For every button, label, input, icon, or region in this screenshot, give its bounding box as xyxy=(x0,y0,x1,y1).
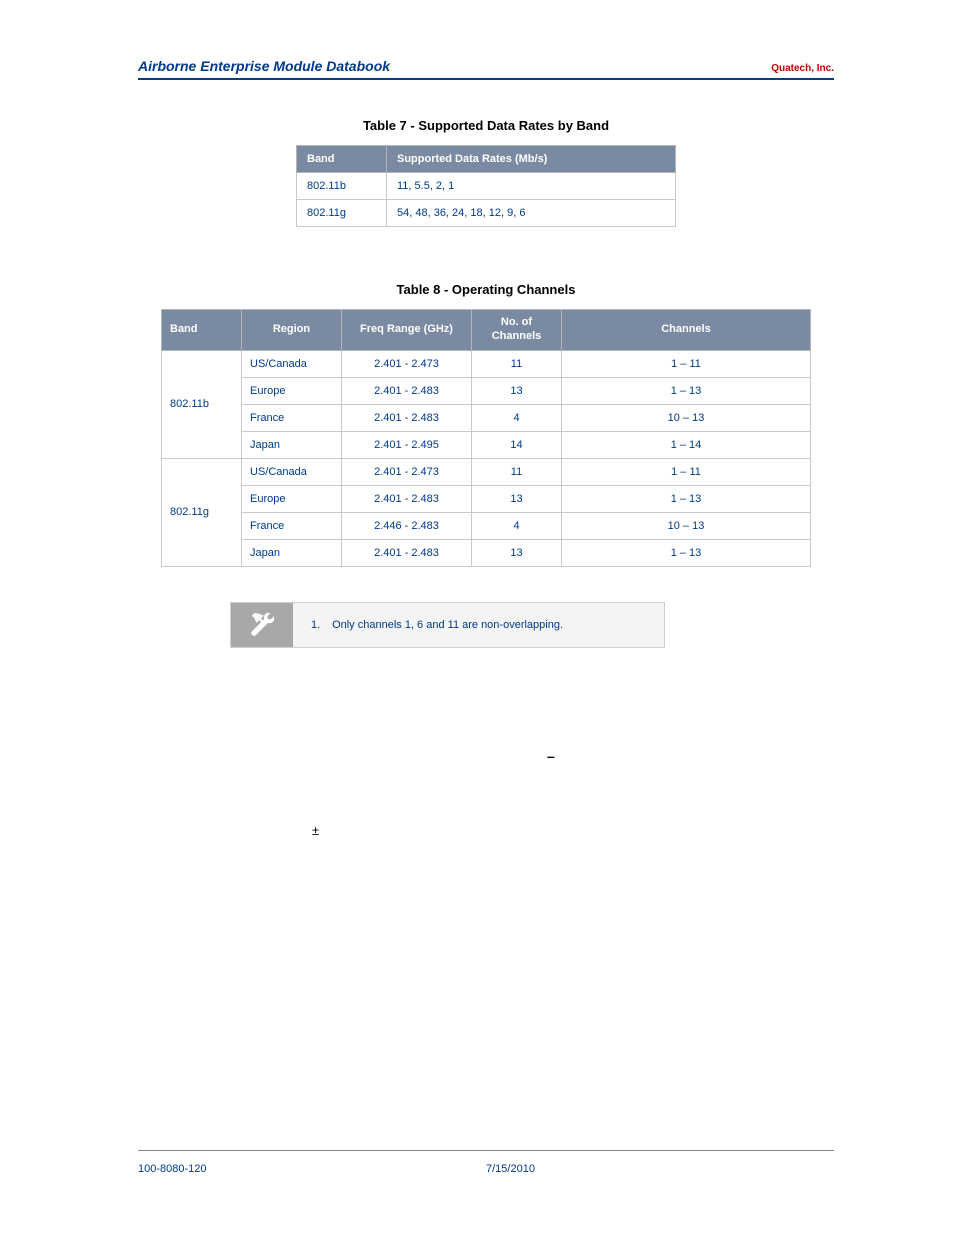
cell-freq: 2.401 - 2.473 xyxy=(342,350,472,377)
table7-col-band: Band xyxy=(297,146,387,173)
table-row: 802.11g 54, 48, 36, 24, 18, 12, 9, 6 xyxy=(297,200,676,227)
cell-numch: 13 xyxy=(472,485,562,512)
cell-numch: 14 xyxy=(472,431,562,458)
cell-band: 802.11g xyxy=(162,458,242,566)
cell-numch: 11 xyxy=(472,350,562,377)
table7-caption: Table 7 - Supported Data Rates by Band xyxy=(138,118,834,133)
cell-rates: 11, 5.5, 2, 1 xyxy=(387,173,676,200)
table-row: Japan 2.401 - 2.483 13 1 – 13 xyxy=(162,539,811,566)
table8-col-region: Region xyxy=(242,310,342,351)
table8-col-freq: Freq Range (GHz) xyxy=(342,310,472,351)
cell-freq: 2.401 - 2.483 xyxy=(342,404,472,431)
table-row: Europe 2.401 - 2.483 13 1 – 13 xyxy=(162,377,811,404)
cell-freq: 2.401 - 2.473 xyxy=(342,458,472,485)
table7-grid: Band Supported Data Rates (Mb/s) 802.11b… xyxy=(296,145,676,227)
table-row: Japan 2.401 - 2.495 14 1 – 14 xyxy=(162,431,811,458)
table-row: 802.11b 11, 5.5, 2, 1 xyxy=(297,173,676,200)
table8: Band Region Freq Range (GHz) No. of Chan… xyxy=(161,309,811,567)
page-footer: 100-8080-120 7/15/2010 xyxy=(138,1150,834,1175)
cell-band: 802.11b xyxy=(297,173,387,200)
cell-freq: 2.401 - 2.483 xyxy=(342,485,472,512)
cell-freq: 2.446 - 2.483 xyxy=(342,512,472,539)
note-number: 1. xyxy=(311,619,329,631)
cell-channels: 1 – 13 xyxy=(562,377,811,404)
cell-region: Europe xyxy=(242,485,342,512)
cell-numch: 13 xyxy=(472,539,562,566)
cell-channels: 1 – 11 xyxy=(562,458,811,485)
cell-numch: 4 xyxy=(472,404,562,431)
cell-region: Europe xyxy=(242,377,342,404)
cell-band: 802.11b xyxy=(162,350,242,458)
table-row: France 2.446 - 2.483 4 10 – 13 xyxy=(162,512,811,539)
stray-dash: – xyxy=(547,748,555,764)
table8-col-nch: No. of Channels xyxy=(472,310,562,351)
cell-channels: 10 – 13 xyxy=(562,512,811,539)
note-box: 1. Only channels 1, 6 and 11 are non-ove… xyxy=(230,602,665,648)
stray-plusminus: ± xyxy=(312,823,319,838)
cell-freq: 2.401 - 2.483 xyxy=(342,539,472,566)
note-body: 1. Only channels 1, 6 and 11 are non-ove… xyxy=(293,603,664,647)
table-row: 802.11b US/Canada 2.401 - 2.473 11 1 – 1… xyxy=(162,350,811,377)
header-company: Quatech, Inc. xyxy=(771,63,834,74)
note-text: Only channels 1, 6 and 11 are non-overla… xyxy=(332,619,563,631)
table8-caption: Table 8 - Operating Channels xyxy=(138,282,834,297)
cell-region: US/Canada xyxy=(242,458,342,485)
page: Airborne Enterprise Module Databook Quat… xyxy=(0,0,954,1235)
cell-channels: 1 – 13 xyxy=(562,485,811,512)
header-title: Airborne Enterprise Module Databook xyxy=(138,58,390,74)
table8-col-band: Band xyxy=(162,310,242,351)
cell-numch: 11 xyxy=(472,458,562,485)
table8-col-channels: Channels xyxy=(562,310,811,351)
cell-channels: 1 – 14 xyxy=(562,431,811,458)
cell-numch: 13 xyxy=(472,377,562,404)
cell-rates: 54, 48, 36, 24, 18, 12, 9, 6 xyxy=(387,200,676,227)
footer-date: 7/15/2010 xyxy=(486,1163,535,1175)
table-row: France 2.401 - 2.483 4 10 – 13 xyxy=(162,404,811,431)
page-header: Airborne Enterprise Module Databook Quat… xyxy=(138,58,834,80)
cell-channels: 1 – 13 xyxy=(562,539,811,566)
cell-numch: 4 xyxy=(472,512,562,539)
cell-region: France xyxy=(242,512,342,539)
cell-region: France xyxy=(242,404,342,431)
cell-freq: 2.401 - 2.483 xyxy=(342,377,472,404)
cell-channels: 1 – 11 xyxy=(562,350,811,377)
table-row: Europe 2.401 - 2.483 13 1 – 13 xyxy=(162,485,811,512)
cell-region: Japan xyxy=(242,431,342,458)
cell-freq: 2.401 - 2.495 xyxy=(342,431,472,458)
cell-channels: 10 – 13 xyxy=(562,404,811,431)
cell-band: 802.11g xyxy=(297,200,387,227)
tools-icon xyxy=(231,603,293,647)
cell-region: Japan xyxy=(242,539,342,566)
table8-grid: Band Region Freq Range (GHz) No. of Chan… xyxy=(161,309,811,567)
table-row: 802.11g US/Canada 2.401 - 2.473 11 1 – 1… xyxy=(162,458,811,485)
table7-col-rates: Supported Data Rates (Mb/s) xyxy=(387,146,676,173)
footer-docnum: 100-8080-120 xyxy=(138,1163,486,1175)
cell-region: US/Canada xyxy=(242,350,342,377)
table7: Band Supported Data Rates (Mb/s) 802.11b… xyxy=(296,145,676,227)
